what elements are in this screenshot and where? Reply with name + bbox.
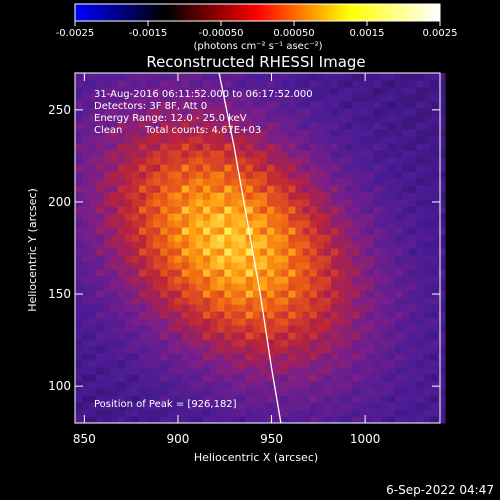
annotation-detectors: Detectors: 3F 8F, Att 0: [94, 101, 207, 112]
colorbar-tick-label: 0.0025: [423, 28, 458, 39]
x-axis-label: Heliocentric X (arcsec): [194, 451, 318, 464]
colorbar-tick-label: -0.0015: [129, 28, 168, 39]
annotation-energy-range: Energy Range: 12.0 - 25.0 keV: [94, 113, 247, 124]
peak-position-label: Position of Peak = [926,182]: [94, 399, 237, 410]
heatmap-image: [75, 73, 446, 424]
y-axis-label: Heliocentric Y (arcsec): [26, 188, 39, 312]
annotation-time-range: 31-Aug-2016 06:11:52.000 to 06:17:52.000: [94, 89, 313, 100]
x-tick-label: 950: [260, 432, 283, 446]
plot-frame: [74, 72, 441, 424]
annotation-clean: Clean: [94, 125, 122, 136]
y-tick-label: 200: [48, 195, 71, 209]
colorbar: [74, 3, 441, 22]
colorbar-tick-label: 0.00050: [273, 28, 314, 39]
y-tick-label: 250: [48, 103, 71, 117]
chart-title: Reconstructed RHESSI Image: [146, 53, 365, 71]
colorbar-tick-label: -0.0025: [56, 28, 95, 39]
axis-ticks: 850 900 950 1000 100 150 200 250: [48, 73, 440, 446]
x-tick-label: 900: [166, 432, 189, 446]
y-tick-label: 100: [48, 379, 71, 393]
x-tick-label: 850: [73, 432, 96, 446]
colorbar-unit-label: (photons cm⁻² s⁻¹ asec⁻²): [193, 41, 322, 52]
x-tick-label: 1000: [350, 432, 381, 446]
annotation-total-counts: Total counts: 4.67E+03: [144, 125, 261, 136]
colorbar-tick-label: -0.00050: [199, 28, 244, 39]
y-tick-label: 150: [48, 287, 71, 301]
colorbar-tick-label: 0.0015: [350, 28, 385, 39]
solar-limb-curve: [218, 72, 282, 424]
colorbar-ticks: -0.0025 -0.0015 -0.00050 0.00050 0.0015 0.002…: [56, 21, 458, 39]
date-stamp: 6-Sep-2022 04:47: [386, 483, 494, 497]
